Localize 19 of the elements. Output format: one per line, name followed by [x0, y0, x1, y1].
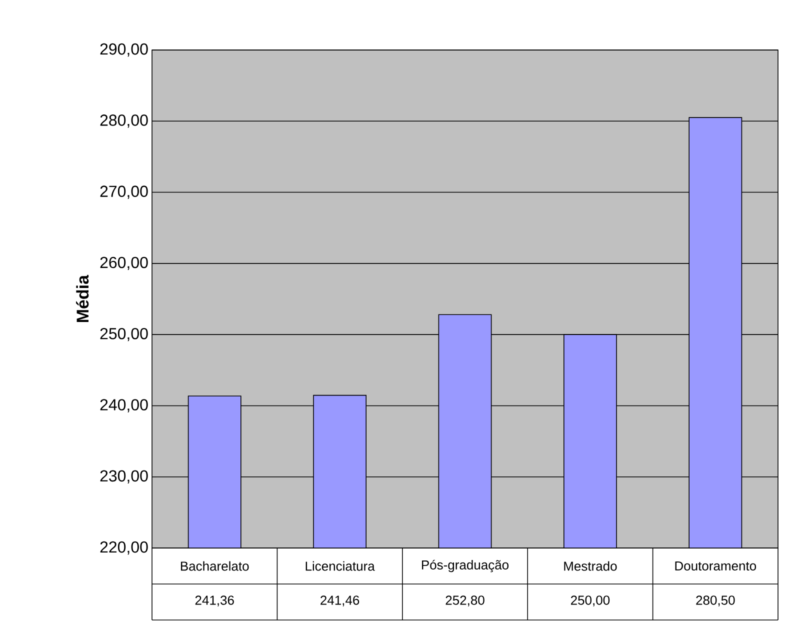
y-tick-label: 240,00: [100, 399, 148, 412]
data-label: 252,80: [446, 596, 484, 606]
x-tick-label: Pós-graduação: [422, 560, 509, 572]
y-tick-label: 270,00: [100, 186, 148, 199]
y-axis-title: Média: [76, 274, 89, 322]
x-tick-label: Bacharelato: [180, 561, 249, 571]
y-tick-label: 220,00: [100, 541, 148, 555]
y-tick-label: 280,00: [100, 114, 148, 128]
y-tick-label: 290,00: [100, 43, 148, 57]
data-label: 280,50: [696, 596, 735, 606]
data-label: 241,46: [320, 596, 360, 606]
y-tick-label: 230,00: [100, 470, 148, 484]
x-tick-label: Mestrado: [564, 561, 617, 571]
x-tick-label: Licenciatura: [306, 561, 375, 571]
data-label: 241,36: [195, 596, 234, 606]
x-tick-label: Doutoramento: [675, 561, 756, 571]
y-tick-label: 250,00: [100, 328, 148, 342]
data-label: 250,00: [570, 596, 610, 606]
y-tick-label: 260,00: [100, 256, 148, 270]
